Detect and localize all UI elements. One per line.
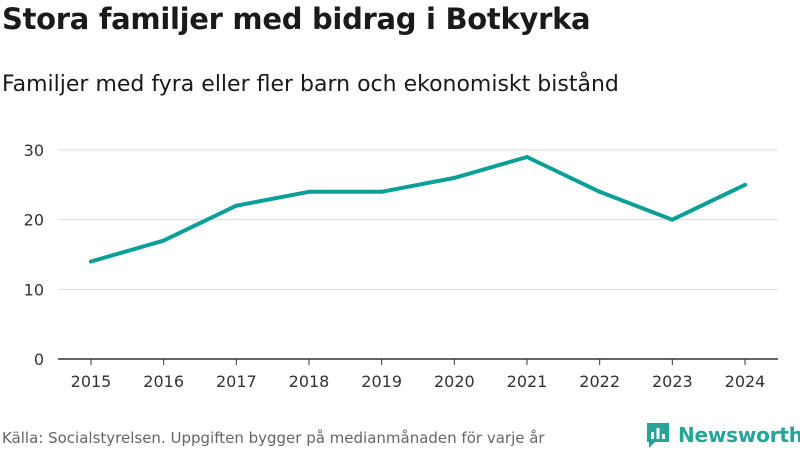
- brand-logo: Newsworthy: [645, 421, 800, 449]
- data-point-2017: [234, 203, 239, 208]
- brand-name: Newsworthy: [678, 423, 800, 447]
- y-tick-label: 30: [24, 141, 44, 160]
- y-tick-label: 0: [34, 350, 44, 369]
- gridlines: [58, 149, 778, 290]
- x-axis: 2015 2016 2017 2018 2019 2020 2021 2022 2023 2024: [58, 358, 778, 391]
- data-point-2016: [161, 238, 166, 243]
- y-axis: 0 10 20 30: [24, 141, 44, 369]
- x-tick-label: 2015: [71, 372, 112, 391]
- data-point-2023: [670, 217, 675, 222]
- x-tick-label: 2022: [579, 372, 620, 391]
- data-point-2018: [307, 189, 311, 194]
- data-point-2015: [89, 259, 93, 264]
- x-tick-label: 2017: [216, 372, 257, 391]
- x-tick-label: 2021: [507, 372, 548, 391]
- chart-subtitle: Familjer med fyra eller fler barn och ek…: [2, 72, 619, 97]
- x-tick-label: 2018: [289, 372, 330, 391]
- line-chart: 0 10 20 30 2015 2016 2017 2018 2019 2020 2021 2022…: [24, 141, 778, 391]
- newsworthy-logo-icon: [647, 423, 669, 448]
- source-note: Källa: Socialstyrelsen. Uppgiften bygger…: [2, 429, 545, 447]
- chart-title: Stora familjer med bidrag i Botkyrka: [2, 2, 591, 36]
- y-tick-label: 10: [24, 280, 44, 299]
- x-tick-label: 2023: [652, 372, 693, 391]
- x-tick-label: 2019: [361, 372, 402, 391]
- data-point-2019: [379, 189, 384, 194]
- series-line-0: [89, 155, 747, 264]
- data-point-2022: [597, 189, 602, 194]
- data-point-2020: [452, 175, 457, 180]
- series-layer: [89, 154, 747, 264]
- data-point-2021: [525, 154, 529, 159]
- x-tick-label: 2020: [434, 372, 475, 391]
- x-tick-label: 2016: [143, 372, 184, 391]
- y-tick-label: 20: [24, 211, 44, 230]
- data-point-2024: [743, 182, 747, 187]
- x-tick-label: 2024: [725, 372, 766, 391]
